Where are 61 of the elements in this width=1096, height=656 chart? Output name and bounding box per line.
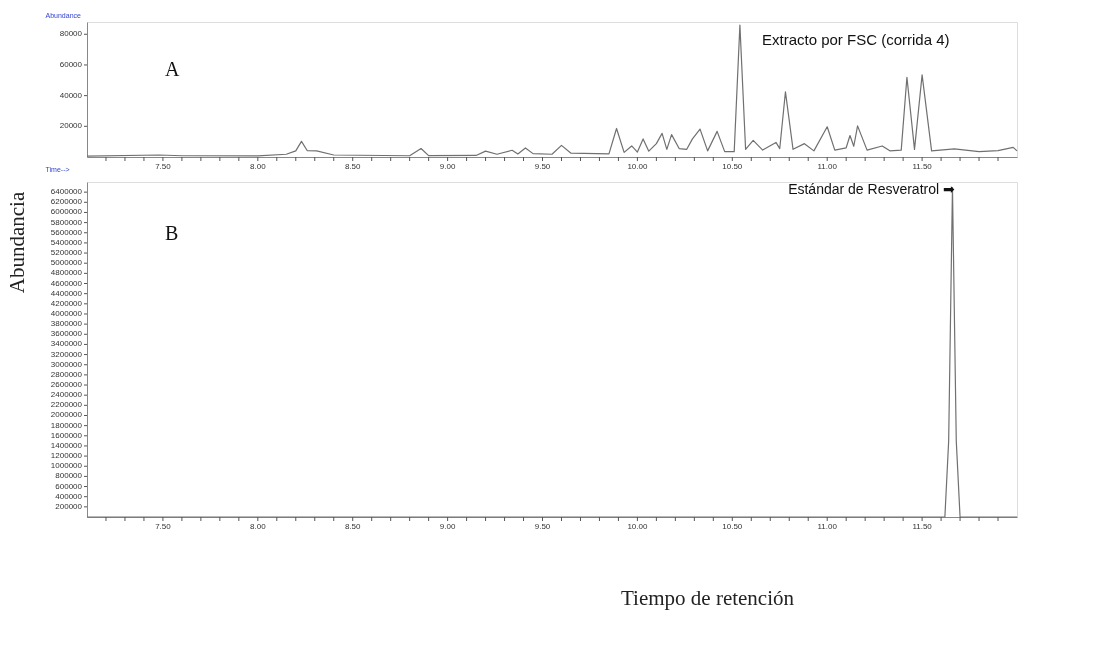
x-tick-label: 8.50 <box>344 522 362 531</box>
y-tick-label: 3200000 <box>50 349 83 359</box>
y-tick-label: 4000000 <box>50 308 83 318</box>
x-tick-label: 7.50 <box>155 522 172 531</box>
y-tick-label: 200000 <box>55 501 83 511</box>
y-tick-label: 3600000 <box>50 329 83 339</box>
y-axis-title: Abundancia <box>4 191 29 294</box>
x-tick-label: 9.50 <box>534 522 551 531</box>
y-tick-label: 2800000 <box>50 369 83 379</box>
y-tick-label: 4800000 <box>50 268 83 278</box>
x-tick-label: 11.00 <box>817 522 838 531</box>
annotation: B <box>165 222 179 244</box>
y-tick-label: 6000000 <box>50 207 83 217</box>
y-tick-label: 2600000 <box>50 380 83 390</box>
x-tick-label: 8.50 <box>344 162 362 171</box>
x-tick-label: 10.50 <box>722 162 743 171</box>
x-tick-label: 8.00 <box>250 522 267 531</box>
y-tick-label: 4600000 <box>50 278 83 288</box>
y-tick-label: 5800000 <box>50 217 83 227</box>
annotation: Estándar de Resveratrol ➡ <box>788 181 955 197</box>
x-tick-label: 10.00 <box>627 162 648 171</box>
y-tick-label: 2400000 <box>50 390 83 400</box>
x-tick-label: 8.00 <box>250 162 267 171</box>
x-tick-label: 11.00 <box>817 162 838 171</box>
y-tick-label: 5200000 <box>50 248 83 258</box>
x-tick-label: 9.00 <box>439 522 456 531</box>
y-tick-label: 60000 <box>59 59 83 69</box>
y-tick-label: 5400000 <box>50 237 83 247</box>
x-tick-label: 7.50 <box>155 162 172 171</box>
y-tick-label: 5600000 <box>50 227 83 237</box>
y-tick-label: 800000 <box>55 471 83 481</box>
y-tick-label: 400000 <box>55 491 83 501</box>
y-tick-label: 6200000 <box>50 197 83 207</box>
y-tick-label: 600000 <box>55 481 83 491</box>
y-tick-label: 1000000 <box>50 461 83 471</box>
y-tick-label: 80000 <box>59 29 83 39</box>
y-tick-label: 1800000 <box>50 420 83 430</box>
y-tick-label: 1400000 <box>50 440 83 450</box>
y-tick-label: 1200000 <box>50 451 83 461</box>
y-tick-label: 6400000 <box>50 187 83 197</box>
x-tick-label: 11.50 <box>912 162 933 171</box>
x-tick-label: 11.50 <box>912 522 933 531</box>
y-tick-label: 3000000 <box>50 359 83 369</box>
y-tick-label: 5000000 <box>50 258 83 268</box>
x-tick-label: 9.50 <box>534 162 551 171</box>
annotation: A <box>165 58 180 80</box>
annotation: Extracto por FSC (corrida 4) <box>762 31 950 48</box>
y-tick-label: 3800000 <box>50 319 83 329</box>
x-axis-title: Tiempo de retención <box>620 585 795 610</box>
x-tick-label: 9.00 <box>439 162 456 171</box>
y-tick-label: 2000000 <box>50 410 83 420</box>
y-tick-label: 4200000 <box>50 298 83 308</box>
y-tick-label: 1600000 <box>50 430 83 440</box>
y-tick-label: 4400000 <box>50 288 83 298</box>
y-tick-label: 20000 <box>59 121 83 131</box>
x-tick-label: 10.50 <box>722 522 743 531</box>
y-tick-label: 2200000 <box>50 400 83 410</box>
y-tick-label: 40000 <box>59 90 83 100</box>
line-series <box>86 24 1018 157</box>
y-tick-label: 3400000 <box>50 339 83 349</box>
x-tick-label: 10.00 <box>627 522 648 531</box>
